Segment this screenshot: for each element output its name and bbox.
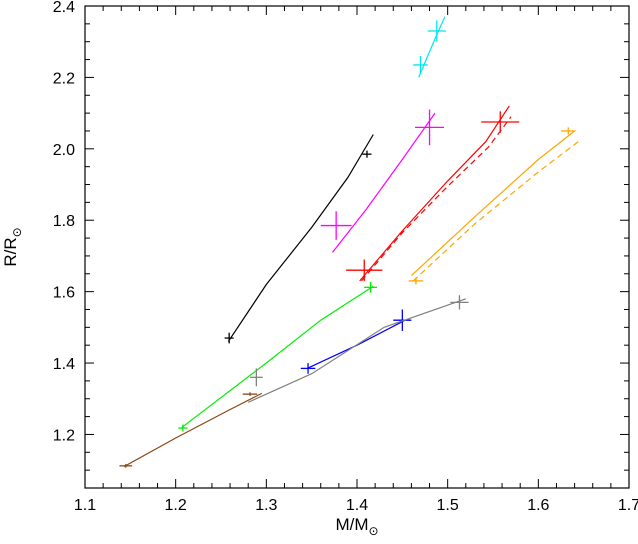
series-4 xyxy=(408,127,579,285)
data-point xyxy=(450,295,469,310)
series-2 xyxy=(320,109,445,253)
data-point xyxy=(224,332,234,344)
series-line xyxy=(227,134,374,342)
series-7 xyxy=(247,295,469,403)
series-1 xyxy=(224,134,374,344)
series-line xyxy=(359,105,510,282)
data-point xyxy=(178,424,188,432)
series-dashed-line xyxy=(361,116,512,282)
y-tick-label: 2.2 xyxy=(53,70,75,87)
series-line xyxy=(247,298,466,403)
series-line xyxy=(306,319,406,369)
data-point xyxy=(415,109,445,146)
series-0 xyxy=(413,16,446,78)
y-tick-label: 1.2 xyxy=(53,427,75,444)
y-axis-title-subscript: ⊙ xyxy=(10,227,24,237)
data-point xyxy=(300,363,316,374)
plot-frame xyxy=(84,5,630,489)
x-axis-title-subscript: ⊙ xyxy=(368,524,378,538)
series-5 xyxy=(178,281,377,432)
series-line xyxy=(332,112,436,253)
data-point xyxy=(250,368,263,387)
y-tick-label: 2.0 xyxy=(53,142,75,159)
x-tick-label: 1.6 xyxy=(527,497,549,514)
data-point xyxy=(427,20,446,42)
y-tick-label: 1.8 xyxy=(53,213,75,230)
data-point xyxy=(242,392,258,396)
series-line xyxy=(410,130,575,277)
series-layer xyxy=(119,16,579,468)
series-3 xyxy=(346,105,520,282)
x-tick-label: 1.2 xyxy=(165,497,187,514)
series-line xyxy=(123,392,263,468)
data-point xyxy=(119,464,133,468)
series-line xyxy=(418,16,446,78)
y-tick-label: 1.4 xyxy=(53,356,75,373)
y-axis-title-main: R/R xyxy=(1,237,20,266)
data-point xyxy=(393,309,412,331)
y-tick-label: 1.6 xyxy=(53,285,75,302)
x-tick-label: 1.1 xyxy=(74,497,96,514)
series-line xyxy=(181,285,374,428)
series-8 xyxy=(119,392,263,468)
x-tick-label: 1.5 xyxy=(437,497,459,514)
data-point xyxy=(561,127,576,135)
y-tick-label: 2.4 xyxy=(53,0,75,16)
x-tick-label: 1.7 xyxy=(618,497,638,514)
x-tick-label: 1.4 xyxy=(346,497,368,514)
x-axis-title: M/M⊙ xyxy=(335,515,378,538)
data-point xyxy=(413,55,428,74)
axis-tick-labels: 1.1 1.2 1.3 1.4 1.5 1.6 1.7 1.2 1.4 1.6 1.8 2.0 2.2 2… xyxy=(53,0,638,514)
x-axis-title-main: M/M xyxy=(335,515,368,534)
series-6 xyxy=(300,309,412,374)
data-point xyxy=(408,277,424,285)
axis-ticks xyxy=(84,5,630,489)
data-point xyxy=(320,211,352,240)
data-point xyxy=(481,111,520,133)
data-point xyxy=(364,281,377,293)
data-point xyxy=(346,259,383,281)
data-point xyxy=(362,150,372,158)
x-tick-label: 1.3 xyxy=(255,497,277,514)
y-axis-title: R/R⊙ xyxy=(1,227,24,266)
series-dashed-line xyxy=(412,141,579,282)
